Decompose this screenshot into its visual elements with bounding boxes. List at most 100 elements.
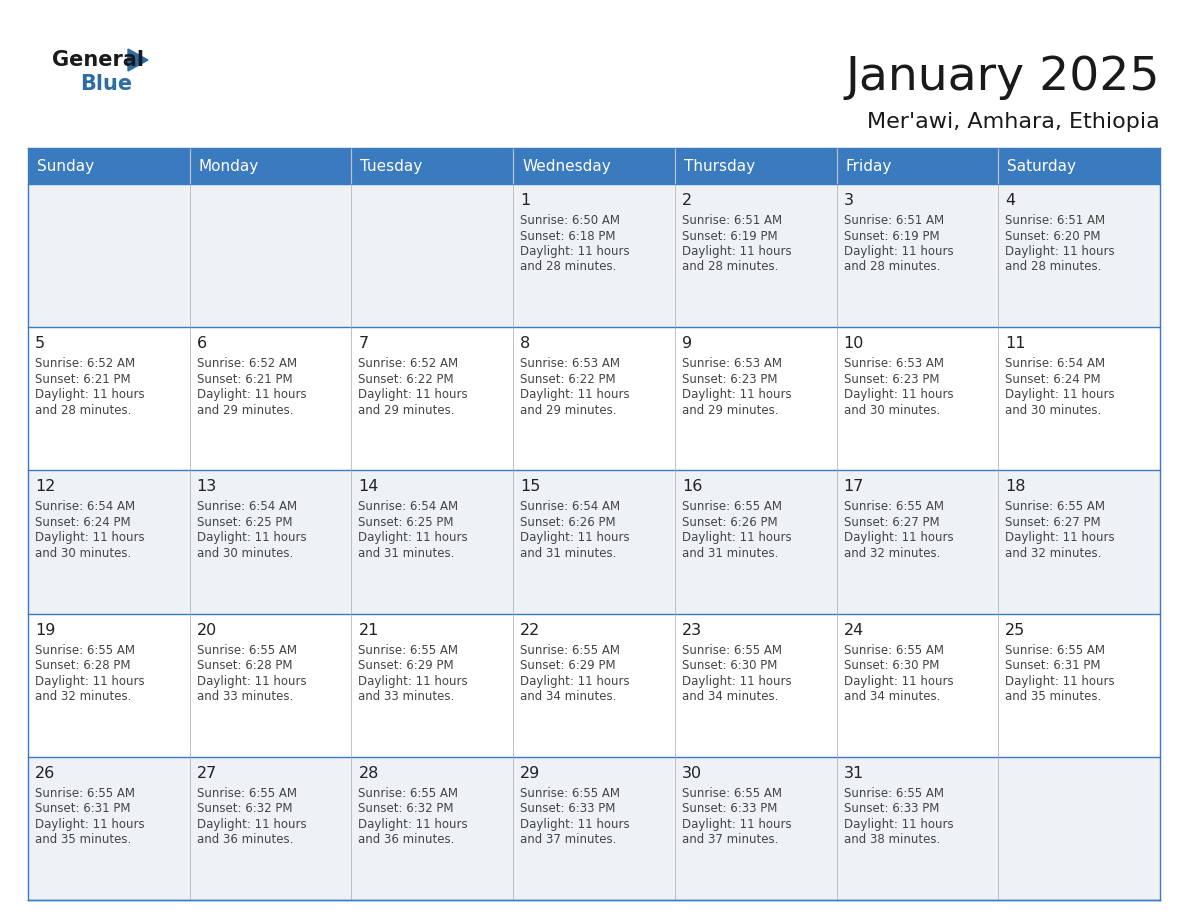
Text: Sunrise: 6:55 AM: Sunrise: 6:55 AM (682, 644, 782, 656)
Bar (675, 327, 836, 470)
Text: Sunrise: 6:55 AM: Sunrise: 6:55 AM (34, 787, 135, 800)
Text: and 34 minutes.: and 34 minutes. (520, 690, 617, 703)
Bar (513, 470, 675, 613)
Text: Sunset: 6:23 PM: Sunset: 6:23 PM (682, 373, 777, 386)
Text: and 32 minutes.: and 32 minutes. (34, 690, 132, 703)
Bar (190, 470, 352, 613)
Text: Sunset: 6:26 PM: Sunset: 6:26 PM (682, 516, 777, 529)
Text: Thursday: Thursday (684, 159, 756, 174)
Bar (998, 613, 1159, 756)
Text: and 37 minutes.: and 37 minutes. (520, 834, 617, 846)
Text: Sunrise: 6:55 AM: Sunrise: 6:55 AM (359, 644, 459, 656)
Text: and 31 minutes.: and 31 minutes. (359, 547, 455, 560)
Text: Daylight: 11 hours: Daylight: 11 hours (1005, 675, 1114, 688)
Bar (836, 148, 998, 184)
Text: and 32 minutes.: and 32 minutes. (843, 547, 940, 560)
Text: Sunset: 6:21 PM: Sunset: 6:21 PM (197, 373, 292, 386)
Text: Sunset: 6:25 PM: Sunset: 6:25 PM (359, 516, 454, 529)
Bar (513, 148, 675, 184)
Text: Daylight: 11 hours: Daylight: 11 hours (843, 388, 953, 401)
Text: 17: 17 (843, 479, 864, 495)
Text: Sunrise: 6:54 AM: Sunrise: 6:54 AM (1005, 357, 1105, 370)
Text: Daylight: 11 hours: Daylight: 11 hours (843, 675, 953, 688)
Bar (513, 327, 675, 470)
Text: and 34 minutes.: and 34 minutes. (682, 690, 778, 703)
Text: Sunrise: 6:55 AM: Sunrise: 6:55 AM (34, 644, 135, 656)
Text: and 28 minutes.: and 28 minutes. (34, 404, 132, 417)
Polygon shape (128, 49, 148, 71)
Bar (352, 148, 513, 184)
Text: 22: 22 (520, 622, 541, 638)
Text: Sunset: 6:20 PM: Sunset: 6:20 PM (1005, 230, 1101, 242)
Text: Wednesday: Wednesday (523, 159, 611, 174)
Text: Daylight: 11 hours: Daylight: 11 hours (197, 675, 307, 688)
Text: Daylight: 11 hours: Daylight: 11 hours (682, 818, 791, 831)
Text: Sunset: 6:29 PM: Sunset: 6:29 PM (520, 659, 615, 672)
Bar (352, 327, 513, 470)
Text: Sunrise: 6:55 AM: Sunrise: 6:55 AM (359, 787, 459, 800)
Bar (513, 184, 675, 327)
Text: and 29 minutes.: and 29 minutes. (520, 404, 617, 417)
Text: and 28 minutes.: and 28 minutes. (682, 261, 778, 274)
Text: Sunrise: 6:55 AM: Sunrise: 6:55 AM (843, 787, 943, 800)
Bar (190, 613, 352, 756)
Text: Sunrise: 6:55 AM: Sunrise: 6:55 AM (1005, 500, 1105, 513)
Text: and 34 minutes.: and 34 minutes. (843, 690, 940, 703)
Text: 4: 4 (1005, 193, 1016, 208)
Text: Sunset: 6:28 PM: Sunset: 6:28 PM (197, 659, 292, 672)
Text: and 35 minutes.: and 35 minutes. (1005, 690, 1101, 703)
Bar (675, 148, 836, 184)
Text: Sunset: 6:31 PM: Sunset: 6:31 PM (1005, 659, 1101, 672)
Text: 30: 30 (682, 766, 702, 781)
Bar (29, 613, 190, 756)
Text: Sunset: 6:27 PM: Sunset: 6:27 PM (1005, 516, 1101, 529)
Bar (998, 470, 1159, 613)
Text: Daylight: 11 hours: Daylight: 11 hours (1005, 245, 1114, 258)
Text: 18: 18 (1005, 479, 1025, 495)
Bar (190, 148, 352, 184)
Text: Sunrise: 6:52 AM: Sunrise: 6:52 AM (197, 357, 297, 370)
Text: 11: 11 (1005, 336, 1025, 352)
Bar (29, 148, 190, 184)
Text: Sunrise: 6:53 AM: Sunrise: 6:53 AM (520, 357, 620, 370)
Text: 29: 29 (520, 766, 541, 781)
Bar (998, 184, 1159, 327)
Text: and 38 minutes.: and 38 minutes. (843, 834, 940, 846)
Text: and 33 minutes.: and 33 minutes. (359, 690, 455, 703)
Text: Daylight: 11 hours: Daylight: 11 hours (359, 532, 468, 544)
Text: 9: 9 (682, 336, 691, 352)
Text: and 28 minutes.: and 28 minutes. (1005, 261, 1101, 274)
Text: Sunset: 6:33 PM: Sunset: 6:33 PM (682, 802, 777, 815)
Text: 24: 24 (843, 622, 864, 638)
Text: Sunrise: 6:55 AM: Sunrise: 6:55 AM (520, 644, 620, 656)
Text: Sunrise: 6:55 AM: Sunrise: 6:55 AM (1005, 644, 1105, 656)
Text: Daylight: 11 hours: Daylight: 11 hours (520, 388, 630, 401)
Text: Daylight: 11 hours: Daylight: 11 hours (682, 532, 791, 544)
Text: Sunset: 6:22 PM: Sunset: 6:22 PM (359, 373, 454, 386)
Text: Sunrise: 6:55 AM: Sunrise: 6:55 AM (843, 500, 943, 513)
Bar (29, 184, 190, 327)
Bar (29, 327, 190, 470)
Text: Sunrise: 6:54 AM: Sunrise: 6:54 AM (359, 500, 459, 513)
Bar (836, 613, 998, 756)
Text: Daylight: 11 hours: Daylight: 11 hours (520, 245, 630, 258)
Text: and 30 minutes.: and 30 minutes. (1005, 404, 1101, 417)
Bar (29, 756, 190, 900)
Bar (675, 470, 836, 613)
Text: Daylight: 11 hours: Daylight: 11 hours (359, 818, 468, 831)
Text: Sunrise: 6:50 AM: Sunrise: 6:50 AM (520, 214, 620, 227)
Text: Daylight: 11 hours: Daylight: 11 hours (520, 818, 630, 831)
Bar (352, 756, 513, 900)
Text: Sunset: 6:25 PM: Sunset: 6:25 PM (197, 516, 292, 529)
Text: 14: 14 (359, 479, 379, 495)
Text: 19: 19 (34, 622, 56, 638)
Bar (675, 756, 836, 900)
Text: and 29 minutes.: and 29 minutes. (359, 404, 455, 417)
Text: Daylight: 11 hours: Daylight: 11 hours (197, 388, 307, 401)
Text: Daylight: 11 hours: Daylight: 11 hours (682, 388, 791, 401)
Text: and 36 minutes.: and 36 minutes. (197, 834, 293, 846)
Text: Sunset: 6:30 PM: Sunset: 6:30 PM (843, 659, 939, 672)
Text: Daylight: 11 hours: Daylight: 11 hours (34, 818, 145, 831)
Text: Daylight: 11 hours: Daylight: 11 hours (197, 818, 307, 831)
Bar (190, 184, 352, 327)
